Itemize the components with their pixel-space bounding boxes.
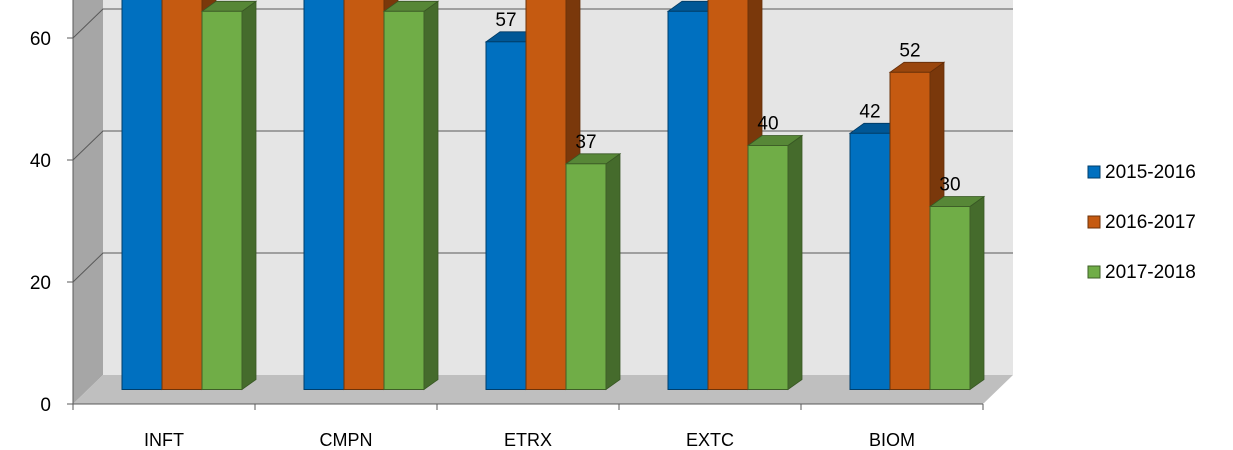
bar-front — [303, 0, 345, 390]
bar-front — [889, 71, 931, 391]
bar-side — [969, 195, 985, 391]
y-tick-label: 60 — [30, 29, 51, 50]
bar — [382, 0, 440, 391]
data-label: 37 — [575, 132, 596, 153]
category-label: ETRX — [504, 430, 552, 450]
bar — [746, 134, 804, 391]
bar-side — [241, 0, 257, 391]
bar-front — [565, 163, 607, 390]
bar-front — [525, 0, 567, 391]
bar-front — [383, 10, 425, 391]
bar-front — [929, 206, 971, 390]
y-tick-label: 20 — [30, 273, 51, 294]
bar-front — [667, 10, 709, 391]
bar-side — [787, 134, 803, 391]
category-label: CMPN — [320, 430, 373, 450]
bar-front — [201, 10, 243, 391]
legend-swatch — [1087, 265, 1101, 279]
bar-front — [747, 145, 789, 390]
bar — [564, 153, 622, 391]
category-label: BIOM — [869, 430, 915, 450]
bar — [200, 0, 258, 391]
bar-side — [605, 153, 621, 391]
legend-label: 2016-2017 — [1105, 212, 1196, 233]
data-label: 30 — [939, 175, 960, 196]
y-tick-label: 40 — [30, 151, 51, 172]
side-wall — [73, 0, 103, 404]
y-tick-label: 0 — [40, 395, 51, 416]
bar-front — [343, 0, 385, 391]
legend-label: 2015-2016 — [1105, 162, 1196, 183]
data-label: 42 — [859, 101, 880, 122]
bar-front — [121, 0, 163, 390]
legend-label: 2017-2018 — [1105, 262, 1196, 283]
category-label: INFT — [144, 430, 184, 450]
data-label: 57 — [495, 10, 516, 31]
legend-swatch — [1087, 165, 1101, 179]
data-label: 40 — [757, 114, 778, 135]
bar-front — [707, 0, 749, 390]
legend-swatch — [1087, 215, 1101, 229]
bar — [928, 195, 986, 391]
category-label: EXTC — [686, 430, 734, 450]
bar-front — [485, 41, 527, 391]
bar-front — [161, 0, 203, 390]
data-label: 52 — [899, 40, 920, 61]
bar-side — [423, 0, 439, 391]
bar-front — [849, 132, 891, 391]
